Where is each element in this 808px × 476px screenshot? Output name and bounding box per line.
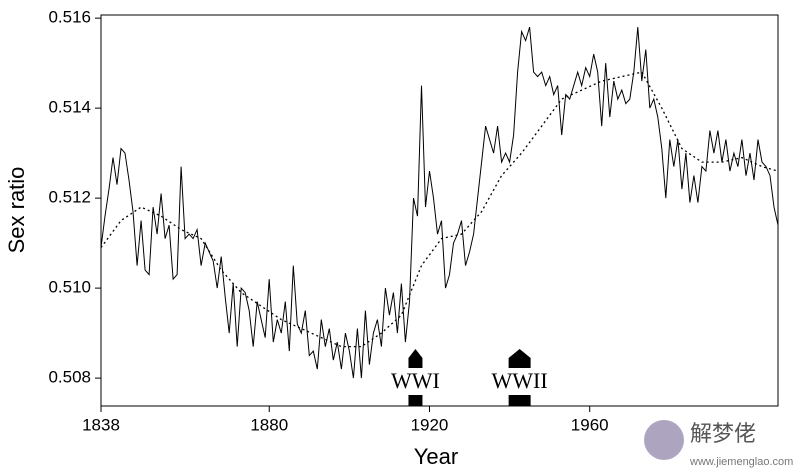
x-tick-label: 1960 bbox=[571, 415, 609, 434]
watermark: 解梦佬 www.jiemenglao.com bbox=[644, 420, 793, 468]
plot-frame bbox=[100, 14, 779, 407]
line-solid bbox=[100, 26, 779, 379]
y-axis-title: Sex ratio bbox=[4, 167, 29, 254]
war-marker-bottom bbox=[508, 395, 531, 406]
x-axis-title: Year bbox=[414, 444, 458, 469]
y-tick-label: 0.512 bbox=[48, 188, 91, 207]
watermark-name: 解梦佬 bbox=[690, 421, 756, 446]
watermark-icon bbox=[644, 420, 684, 460]
annotation: WWII bbox=[492, 368, 548, 393]
x-tick-label: 1880 bbox=[250, 415, 288, 434]
y-tick-label: 0.514 bbox=[48, 98, 91, 117]
war-marker-top bbox=[508, 349, 531, 368]
y-tick-label: 0.516 bbox=[48, 8, 91, 27]
war-marker-top bbox=[408, 349, 423, 368]
annotation: WWI bbox=[391, 368, 440, 393]
y-tick-label: 0.510 bbox=[48, 278, 91, 297]
watermark-url: www.jiemenglao.com bbox=[689, 456, 793, 468]
war-marker-bottom bbox=[408, 395, 423, 406]
y-tick-label: 0.508 bbox=[48, 368, 91, 387]
x-tick-label: 1838 bbox=[82, 415, 120, 434]
x-tick-label: 1920 bbox=[411, 415, 449, 434]
line-dotted bbox=[100, 71, 779, 348]
